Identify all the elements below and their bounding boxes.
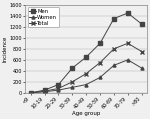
Women (99, 77, 101, 78)
Line: Women: Women (29, 58, 143, 94)
Total (44, 90, 45, 92)
Men (44, 89, 45, 91)
Y-axis label: Incidence: Incidence (3, 36, 8, 62)
Total (30, 92, 32, 94)
Total (99, 62, 101, 63)
Line: Men: Men (29, 12, 143, 94)
Men (30, 92, 32, 94)
Total (58, 88, 59, 89)
Women (85, 84, 87, 85)
Men (58, 84, 59, 85)
Men (71, 67, 73, 69)
Men (99, 43, 101, 44)
Total (85, 73, 87, 74)
Women (30, 92, 32, 94)
Men (127, 12, 129, 14)
Men (85, 56, 87, 58)
Women (127, 59, 129, 61)
Men (141, 23, 142, 25)
Men (113, 18, 115, 19)
X-axis label: Age group: Age group (72, 111, 100, 116)
Women (58, 89, 59, 91)
Total (141, 51, 142, 52)
Women (113, 65, 115, 66)
Women (71, 87, 73, 88)
Line: Total: Total (29, 42, 143, 94)
Women (44, 91, 45, 92)
Women (141, 67, 142, 69)
Legend: Men, Women, Total: Men, Women, Total (28, 7, 59, 27)
Total (71, 81, 73, 83)
Total (113, 48, 115, 50)
Total (127, 43, 129, 44)
